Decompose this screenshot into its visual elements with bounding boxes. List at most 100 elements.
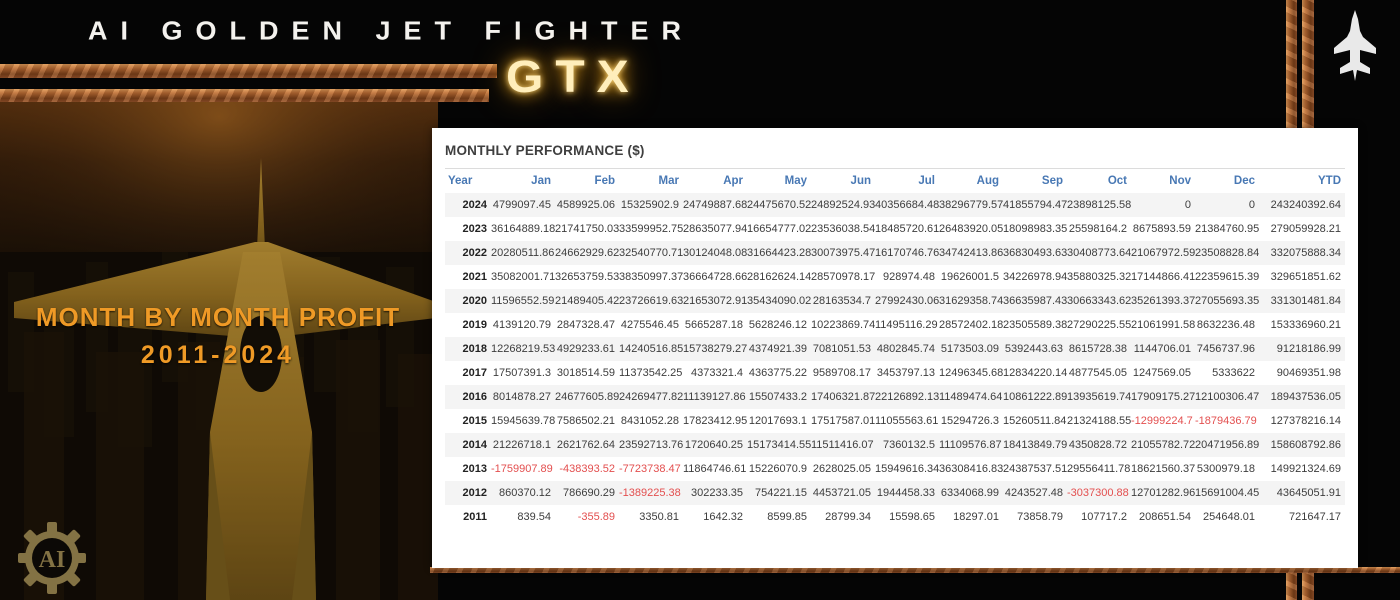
value-cell-aug: 15294726.3 [940,415,999,427]
value-cell-dec: 8632236.48 [1196,319,1255,331]
hero-photo: MONTH BY MONTH PROFIT 2011-2024 [0,102,438,600]
column-header-year: Year [445,168,491,193]
value-cell-jun: 11511416.07 [811,439,874,451]
value-cell-feb: 4589925.06 [556,199,615,211]
value-cell-dec: 15691004.45 [1195,487,1259,499]
value-cell-aug: 5173503.09 [940,343,999,355]
value-cell-apr: 11864746.61 [683,463,747,475]
value-cell-feb: 32653759.53 [555,271,619,283]
value-cell-jul: 15598.65 [889,511,935,523]
value-cell-aug: 11489474.64 [939,391,1003,403]
value-cell-dec: 5300979.18 [1196,463,1255,475]
value-cell-aug: 26483920.05 [939,223,1003,235]
fighter-jet-icon [1330,10,1380,82]
value-cell-jan: -1759907.89 [491,463,553,475]
value-cell-sep: 12834220.14 [1003,367,1067,379]
value-cell-jul: 27992430.06 [875,295,939,307]
value-cell-mar: 24269477.82 [619,391,683,403]
value-cell-may: 24475670.52 [747,199,811,211]
value-cell-jan: 12268219.53 [491,343,555,355]
year-cell: 2017 [462,367,487,379]
value-cell-aug: 19626001.5 [940,271,999,283]
value-cell-may: 28162624.14 [747,271,811,283]
value-cell-nov: 12701282.96 [1131,487,1195,499]
value-cell-mar: -7723738.47 [619,463,681,475]
value-cell-sep: 15260511.84 [1003,415,1067,427]
value-cell-apr: 5665287.18 [684,319,743,331]
column-header-apr: Apr [683,168,747,193]
value-cell-nov: 1144706.01 [1133,343,1191,355]
value-cell-may: 4363775.22 [748,367,807,379]
value-cell-sep: 24387537.51 [1003,463,1067,475]
value-cell-jan: 35082001.71 [491,271,555,283]
ai-logo-text: AI [39,547,66,573]
value-cell-oct: 35880325.32 [1067,271,1131,283]
value-cell-jul: 16170746.76 [875,247,939,259]
table-row-2019: 2019 4139120.79 2847328.47 4275546.45 566528… [445,313,1345,337]
table-row-2013: 2013 -1759907.89 -438393.52 -7723738.47 1186… [445,457,1345,481]
year-cell: 2013 [462,463,487,475]
value-cell-aug: 12496345.68 [939,367,1003,379]
year-cell: 2011 [463,511,487,523]
value-cell-apr: 302233.35 [691,487,743,499]
value-cell-apr: 11139127.86 [683,391,746,403]
column-header-oct: Oct [1067,168,1131,193]
value-cell-feb: -438393.52 [559,463,615,475]
value-cell-sep: 73858.79 [1017,511,1063,523]
value-cell-jan: 21226718.1 [492,439,551,451]
column-header-aug: Aug [939,168,1003,193]
value-cell-aug: 6334068.99 [940,487,999,499]
value-cell-jun: 9589708.17 [812,367,871,379]
value-cell-jan: 839.54 [517,511,551,523]
value-cell-ytd: 158608792.86 [1270,439,1341,451]
value-cell-jun: 2628025.05 [812,463,871,475]
value-cell-jul: 11055563.61 [875,415,939,427]
value-cell-dec: 7456737.96 [1196,343,1255,355]
value-cell-apr: 1720640.25 [684,439,743,451]
value-cell-ytd: 329651851.62 [1270,271,1341,283]
value-cell-jan: 20280511.86 [491,247,555,259]
year-cell: 2022 [462,247,487,259]
value-cell-nov: 17909175.27 [1131,391,1195,403]
value-cell-nov: 21061991.58 [1131,319,1195,331]
value-cell-apr: 4373321.4 [691,367,743,379]
value-cell-oct: 13935619.74 [1067,391,1131,403]
value-cell-jan: 8014878.27 [492,391,551,403]
value-cell-oct: 30408773.64 [1067,247,1131,259]
value-cell-jun: 10223869.74 [811,319,875,331]
value-cell-jun: 28799.34 [825,511,871,523]
value-cell-jul: 7360132.5 [883,439,935,451]
column-header-dec: Dec [1195,168,1259,193]
year-cell: 2016 [462,391,487,403]
value-cell-dec: 12100306.47 [1195,391,1259,403]
value-cell-ytd: 332075888.34 [1270,247,1341,259]
value-cell-jul: 11495116.29 [875,319,938,331]
value-cell-jul: 4802845.74 [876,343,935,355]
value-cell-jan: 11596552.59 [491,295,555,307]
year-cell: 2014 [462,439,487,451]
table-row-2011: 2011 839.54 -355.89 3350.81 1642.32 8599.85 28… [445,505,1345,529]
value-cell-ytd: 90469351.98 [1276,367,1341,379]
value-cell-aug: 34742413.86 [939,247,1003,259]
value-cell-dec: 21384760.95 [1195,223,1259,235]
value-cell-nov: 8675893.59 [1132,223,1191,235]
value-cell-sep: 23505589.38 [1003,319,1067,331]
value-cell-feb: -355.89 [577,511,615,523]
year-cell: 2012 [462,487,487,499]
value-cell-mar: 11373542.25 [619,367,683,379]
column-header-jul: Jul [875,168,939,193]
value-cell-nov: 208651.54 [1139,511,1191,523]
value-cell-dec: 23508828.84 [1195,247,1259,259]
value-cell-apr: 36664728.66 [683,271,747,283]
value-cell-mar: 23726619.63 [619,295,683,307]
year-cell: 2018 [462,343,487,355]
value-cell-oct: 29556411.78 [1067,463,1131,475]
value-cell-apr: 30124048.08 [683,247,747,259]
value-cell-feb: 2847328.47 [556,319,615,331]
hero-headline-line1: MONTH BY MONTH PROFIT [35,302,401,332]
year-cell: 2019 [462,319,487,331]
value-cell-sep: 41855794.47 [1003,199,1067,211]
brand-title: AI GOLDEN JET FIGHTER [88,16,695,46]
bottom-stripe [430,567,1400,573]
value-cell-nov: 17144866.41 [1131,271,1195,283]
